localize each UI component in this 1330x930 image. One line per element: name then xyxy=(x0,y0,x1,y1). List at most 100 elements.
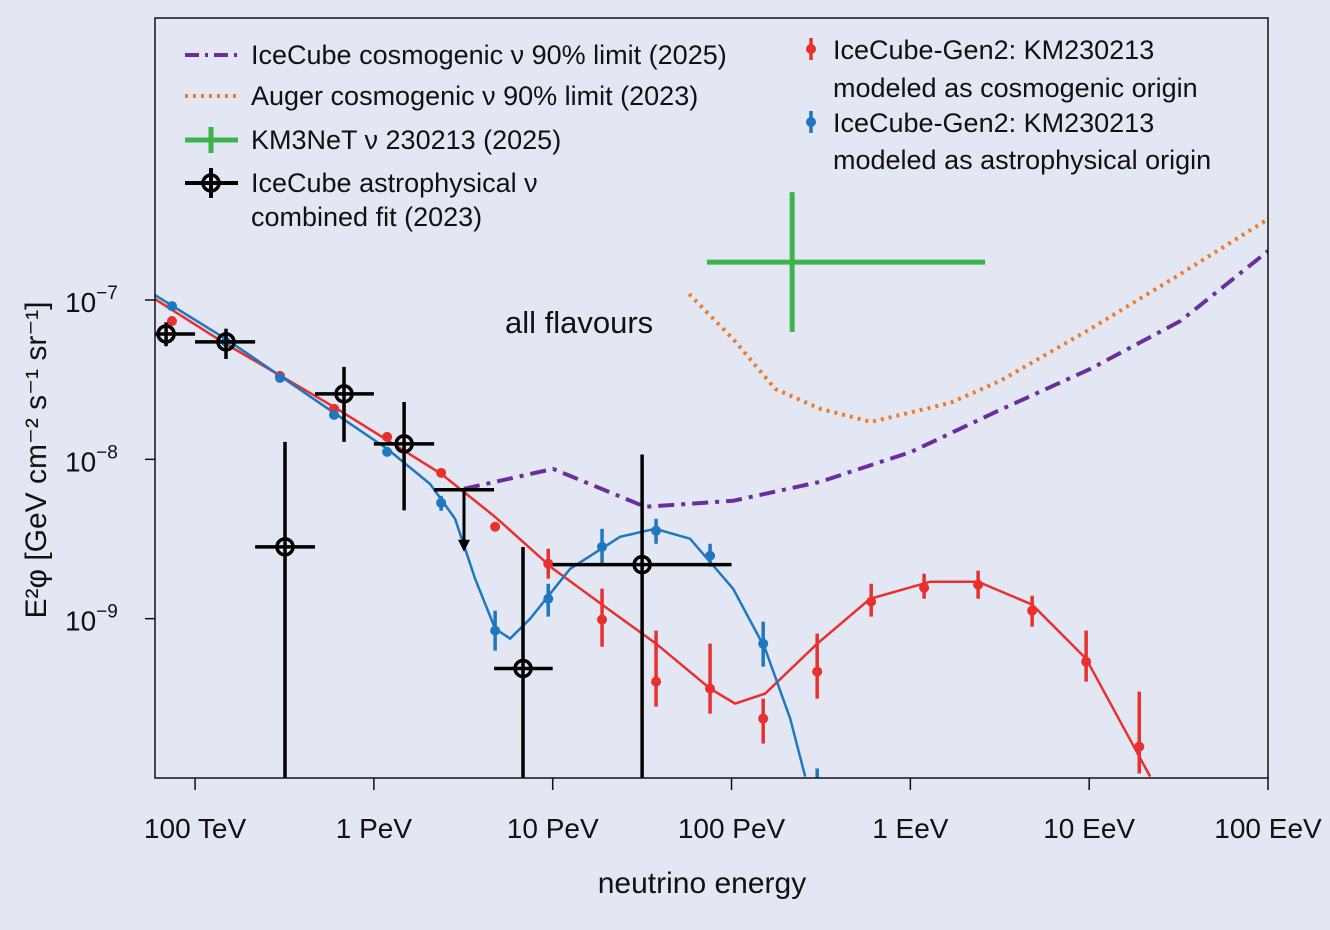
data-point-icecube-astrophysical-combined-fit-2023 xyxy=(255,441,316,778)
data-point-icecube-gen2-km230213-modeled-as-astrophysical-origin xyxy=(758,621,769,667)
marker xyxy=(973,579,984,590)
marker xyxy=(866,596,877,607)
marker xyxy=(382,446,393,457)
marker xyxy=(394,434,414,454)
legend-label-gen2-astrophysical: IceCube-Gen2: KM230213 xyxy=(833,108,1154,138)
legend-swatch-icecube-astro xyxy=(185,168,238,198)
marker xyxy=(490,521,501,532)
marker xyxy=(758,713,769,724)
marker xyxy=(812,789,822,799)
marker xyxy=(166,301,177,312)
data-point-icecube-astrophysical-combined-fit-2023 xyxy=(315,366,374,442)
x-axis-label: neutrino energy xyxy=(598,867,806,900)
marker xyxy=(156,324,176,344)
legend-label-gen2-cosmogenic: IceCube-Gen2: KM230213 xyxy=(833,35,1154,65)
marker xyxy=(436,467,447,478)
data-point-km3net-230213-2025 xyxy=(707,192,986,332)
marker xyxy=(1027,605,1038,616)
data-point-icecube-gen2-km230213-modeled-as-cosmogenic-origin xyxy=(1134,691,1145,774)
x-tick-label: 10 EeV xyxy=(1043,813,1135,844)
data-point-icecube-gen2-km230213-modeled-as-cosmogenic-origin xyxy=(651,630,662,707)
data-point-icecube-astrophysical-combined-fit-2023 xyxy=(155,322,196,347)
marker xyxy=(705,550,716,561)
marker xyxy=(513,658,533,679)
marker xyxy=(274,372,285,383)
legend-swatch-gen2-astrophysical xyxy=(806,111,816,133)
marker xyxy=(651,525,662,536)
data-point-icecube-gen2-km230213-modeled-as-cosmogenic-origin xyxy=(919,573,930,599)
marker xyxy=(705,683,716,694)
marker xyxy=(329,409,340,420)
data-point-icecube-gen2-km230213-modeled-as-astrophysical-origin xyxy=(705,543,716,567)
legend-label-gen2-astrophysical-line2: modeled as astrophysical origin xyxy=(833,145,1211,175)
y-tick-label: 10−9 xyxy=(65,602,118,637)
series-line-icecube-gen2-cosmogenic-model-curve xyxy=(155,298,1152,778)
axes-frame xyxy=(154,17,1269,779)
y-axis-label: E²φ [GeV cm⁻² s⁻¹ sr⁻¹] xyxy=(20,302,53,619)
data-point-icecube-gen2-km230213-modeled-as-cosmogenic-origin xyxy=(1081,630,1092,682)
data-point-icecube-gen2-km230213-modeled-as-cosmogenic-origin xyxy=(166,316,177,327)
x-tick-label: 1 PeV xyxy=(336,813,413,844)
marker xyxy=(166,316,177,327)
data-point-icecube-gen2-km230213-modeled-as-cosmogenic-origin xyxy=(382,431,393,442)
data-point-icecube-gen2-km230213-modeled-as-astrophysical-origin xyxy=(490,610,501,651)
marker xyxy=(632,554,652,575)
x-tick-label: 100 EeV xyxy=(1214,813,1322,844)
data-point-icecube-gen2-km230213-modeled-as-cosmogenic-origin xyxy=(436,467,447,478)
data-point-icecube-gen2-km230213-modeled-as-cosmogenic-origin xyxy=(973,570,984,599)
legend-label-km3net: KM3NeT ν 230213 (2025) xyxy=(251,125,561,155)
data-point-icecube-gen2-km230213-modeled-as-cosmogenic-origin xyxy=(490,521,501,532)
marker xyxy=(382,431,393,442)
data-point-icecube-gen2-km230213-modeled-as-astrophysical-origin xyxy=(597,528,608,564)
data-point-icecube-gen2-km230213-modeled-as-cosmogenic-origin xyxy=(812,633,823,699)
marker xyxy=(543,558,554,569)
series-line-icecube-cosmogenic-90-limit-2025 xyxy=(463,249,1268,509)
data-point-icecube-gen2-km230213-modeled-as-astrophysical-origin xyxy=(166,301,177,312)
data-point-icecube-astrophysical-combined-fit-2023 xyxy=(373,401,435,511)
marker xyxy=(758,638,769,649)
data-point-icecube-astrophysical-combined-fit-2023 xyxy=(434,488,495,552)
data-point-icecube-astrophysical-combined-fit-2023 xyxy=(552,454,732,778)
legend-swatch-km3net xyxy=(185,127,238,153)
marker xyxy=(597,541,608,552)
series-line-auger-cosmogenic-90-limit-2023 xyxy=(687,217,1268,424)
legend-label-auger-limit: Auger cosmogenic ν 90% limit (2023) xyxy=(251,81,698,111)
axis-ticks: 100 TeV 1 PeV 10 PeV 100 PeV 1 EeV 10 EeV 100 … xyxy=(65,283,1322,844)
x-tick-label: 1 EeV xyxy=(872,813,949,844)
marker xyxy=(919,582,930,593)
plot-area xyxy=(155,192,1268,799)
x-tick-label: 10 PeV xyxy=(507,813,599,844)
data-point-icecube-gen2-km230213-modeled-as-cosmogenic-origin xyxy=(758,698,769,744)
data-point-icecube-gen2-km230213-modeled-as-cosmogenic-origin xyxy=(597,588,608,647)
data-point-icecube-gen2-km230213-modeled-as-cosmogenic-origin xyxy=(705,643,716,714)
data-point-icecube-gen2-km230213-modeled-as-astrophysical-origin xyxy=(329,409,340,420)
y-tick-label: 10−7 xyxy=(65,283,118,318)
marker xyxy=(651,676,662,687)
annotation-all-flavours: all flavours xyxy=(505,305,653,340)
y-tick-label: 10−8 xyxy=(65,442,118,477)
legend: IceCube cosmogenic ν 90% limit (2025) Au… xyxy=(185,35,1211,232)
marker xyxy=(1081,656,1092,667)
legend-label-icecube-astro: IceCube astrophysical ν xyxy=(251,168,538,198)
arrow-down-icon xyxy=(458,539,471,552)
marker xyxy=(275,537,295,557)
data-point-icecube-gen2-km230213-modeled-as-astrophysical-origin xyxy=(543,583,554,617)
legend-label-icecube-limit: IceCube cosmogenic ν 90% limit (2025) xyxy=(251,40,727,70)
x-tick-label: 100 PeV xyxy=(678,813,786,844)
data-point-icecube-astrophysical-combined-fit-2023 xyxy=(195,328,256,359)
marker xyxy=(490,625,501,636)
legend-label-gen2-cosmogenic-line2: modeled as cosmogenic origin xyxy=(833,73,1198,103)
data-point-icecube-astrophysical-combined-fit-2023 xyxy=(494,546,553,778)
legend-swatch-gen2-cosmogenic xyxy=(806,38,816,60)
data-point-icecube-gen2-km230213-modeled-as-cosmogenic-origin xyxy=(866,583,877,617)
data-point-icecube-gen2-km230213-modeled-as-astrophysical-origin xyxy=(382,446,393,457)
data-point-icecube-gen2-km230213-modeled-as-cosmogenic-origin xyxy=(543,548,554,579)
marker xyxy=(436,497,447,508)
marker xyxy=(597,614,608,625)
legend-label-icecube-astro-line2: combined fit (2023) xyxy=(251,202,482,232)
marker xyxy=(812,666,823,677)
marker xyxy=(334,384,354,404)
data-point-icecube-gen2-km230213-modeled-as-astrophysical-origin xyxy=(274,372,285,383)
data-point-icecube-gen2-km230213-modeled-as-astrophysical-origin xyxy=(651,518,662,544)
